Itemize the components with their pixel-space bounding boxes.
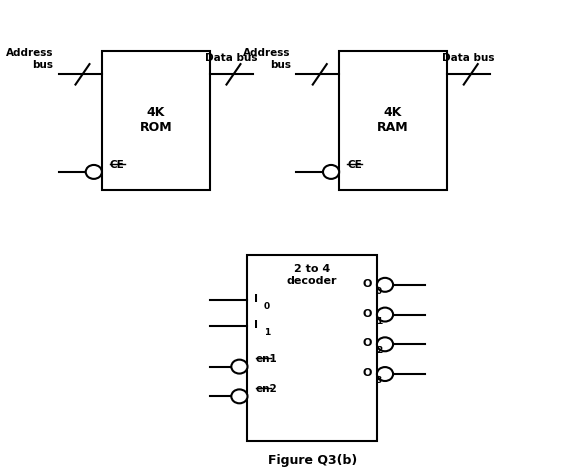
Text: O: O: [362, 279, 372, 289]
Text: 2: 2: [376, 346, 382, 355]
Circle shape: [86, 165, 102, 179]
Text: O: O: [362, 309, 372, 319]
Circle shape: [377, 367, 393, 381]
Text: O: O: [362, 338, 372, 349]
Text: 1: 1: [376, 316, 382, 325]
Text: en2: en2: [255, 384, 277, 394]
Text: 3: 3: [376, 376, 382, 385]
Text: CE: CE: [347, 159, 362, 170]
Text: Figure Q3(b): Figure Q3(b): [268, 454, 357, 466]
Circle shape: [377, 337, 393, 351]
Circle shape: [231, 359, 247, 374]
Text: Data bus: Data bus: [205, 53, 258, 63]
Text: Data bus: Data bus: [442, 53, 495, 63]
Text: O: O: [362, 368, 372, 378]
Bar: [247, 255, 377, 441]
Text: Address
bus: Address bus: [243, 48, 291, 70]
Text: 4K
ROM: 4K ROM: [139, 106, 172, 134]
Text: 4K
RAM: 4K RAM: [377, 106, 409, 134]
Text: 0: 0: [264, 302, 270, 311]
Text: 2 to 4
decoder: 2 to 4 decoder: [287, 264, 338, 286]
Text: Address
bus: Address bus: [6, 48, 53, 70]
Text: en1: en1: [255, 354, 277, 364]
Text: 0: 0: [376, 287, 382, 296]
Text: 1: 1: [264, 328, 270, 337]
Circle shape: [377, 278, 393, 292]
Text: CE: CE: [110, 159, 125, 170]
Circle shape: [231, 389, 247, 403]
Text: I: I: [254, 320, 258, 330]
Circle shape: [323, 165, 339, 179]
Text: I: I: [254, 294, 258, 304]
Bar: [102, 51, 210, 190]
Circle shape: [377, 307, 393, 322]
Bar: [339, 51, 447, 190]
